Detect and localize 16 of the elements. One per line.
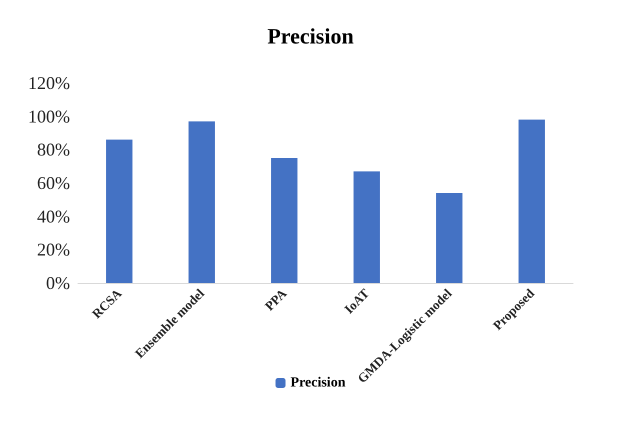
- y-tick-label: 80%: [37, 140, 70, 160]
- bar: [436, 193, 462, 283]
- y-tick-label: 60%: [37, 173, 70, 193]
- bar: [354, 171, 380, 283]
- y-tick-label: 40%: [37, 206, 70, 226]
- bar: [518, 120, 545, 283]
- y-tick-label: 100%: [28, 106, 70, 126]
- chart-title: Precision: [267, 24, 354, 48]
- x-tick-label: PPA: [262, 285, 290, 314]
- y-tick-label: 0%: [46, 273, 70, 293]
- y-tick-label: 120%: [28, 73, 70, 93]
- bar: [106, 140, 132, 283]
- bar: [188, 121, 215, 283]
- legend-label: Precision: [290, 376, 346, 390]
- y-tick-label: 20%: [37, 240, 70, 260]
- bar: [271, 158, 298, 283]
